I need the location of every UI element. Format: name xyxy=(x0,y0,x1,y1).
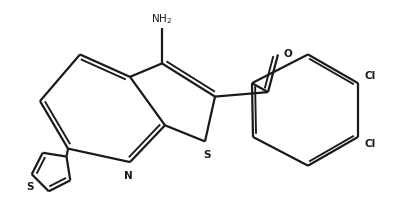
Text: NH$_2$: NH$_2$ xyxy=(151,12,173,26)
Text: O: O xyxy=(283,50,292,59)
Text: S: S xyxy=(204,150,211,160)
Text: Cl: Cl xyxy=(365,71,376,81)
Text: Cl: Cl xyxy=(365,139,376,149)
Text: N: N xyxy=(124,171,133,181)
Text: S: S xyxy=(26,182,34,192)
